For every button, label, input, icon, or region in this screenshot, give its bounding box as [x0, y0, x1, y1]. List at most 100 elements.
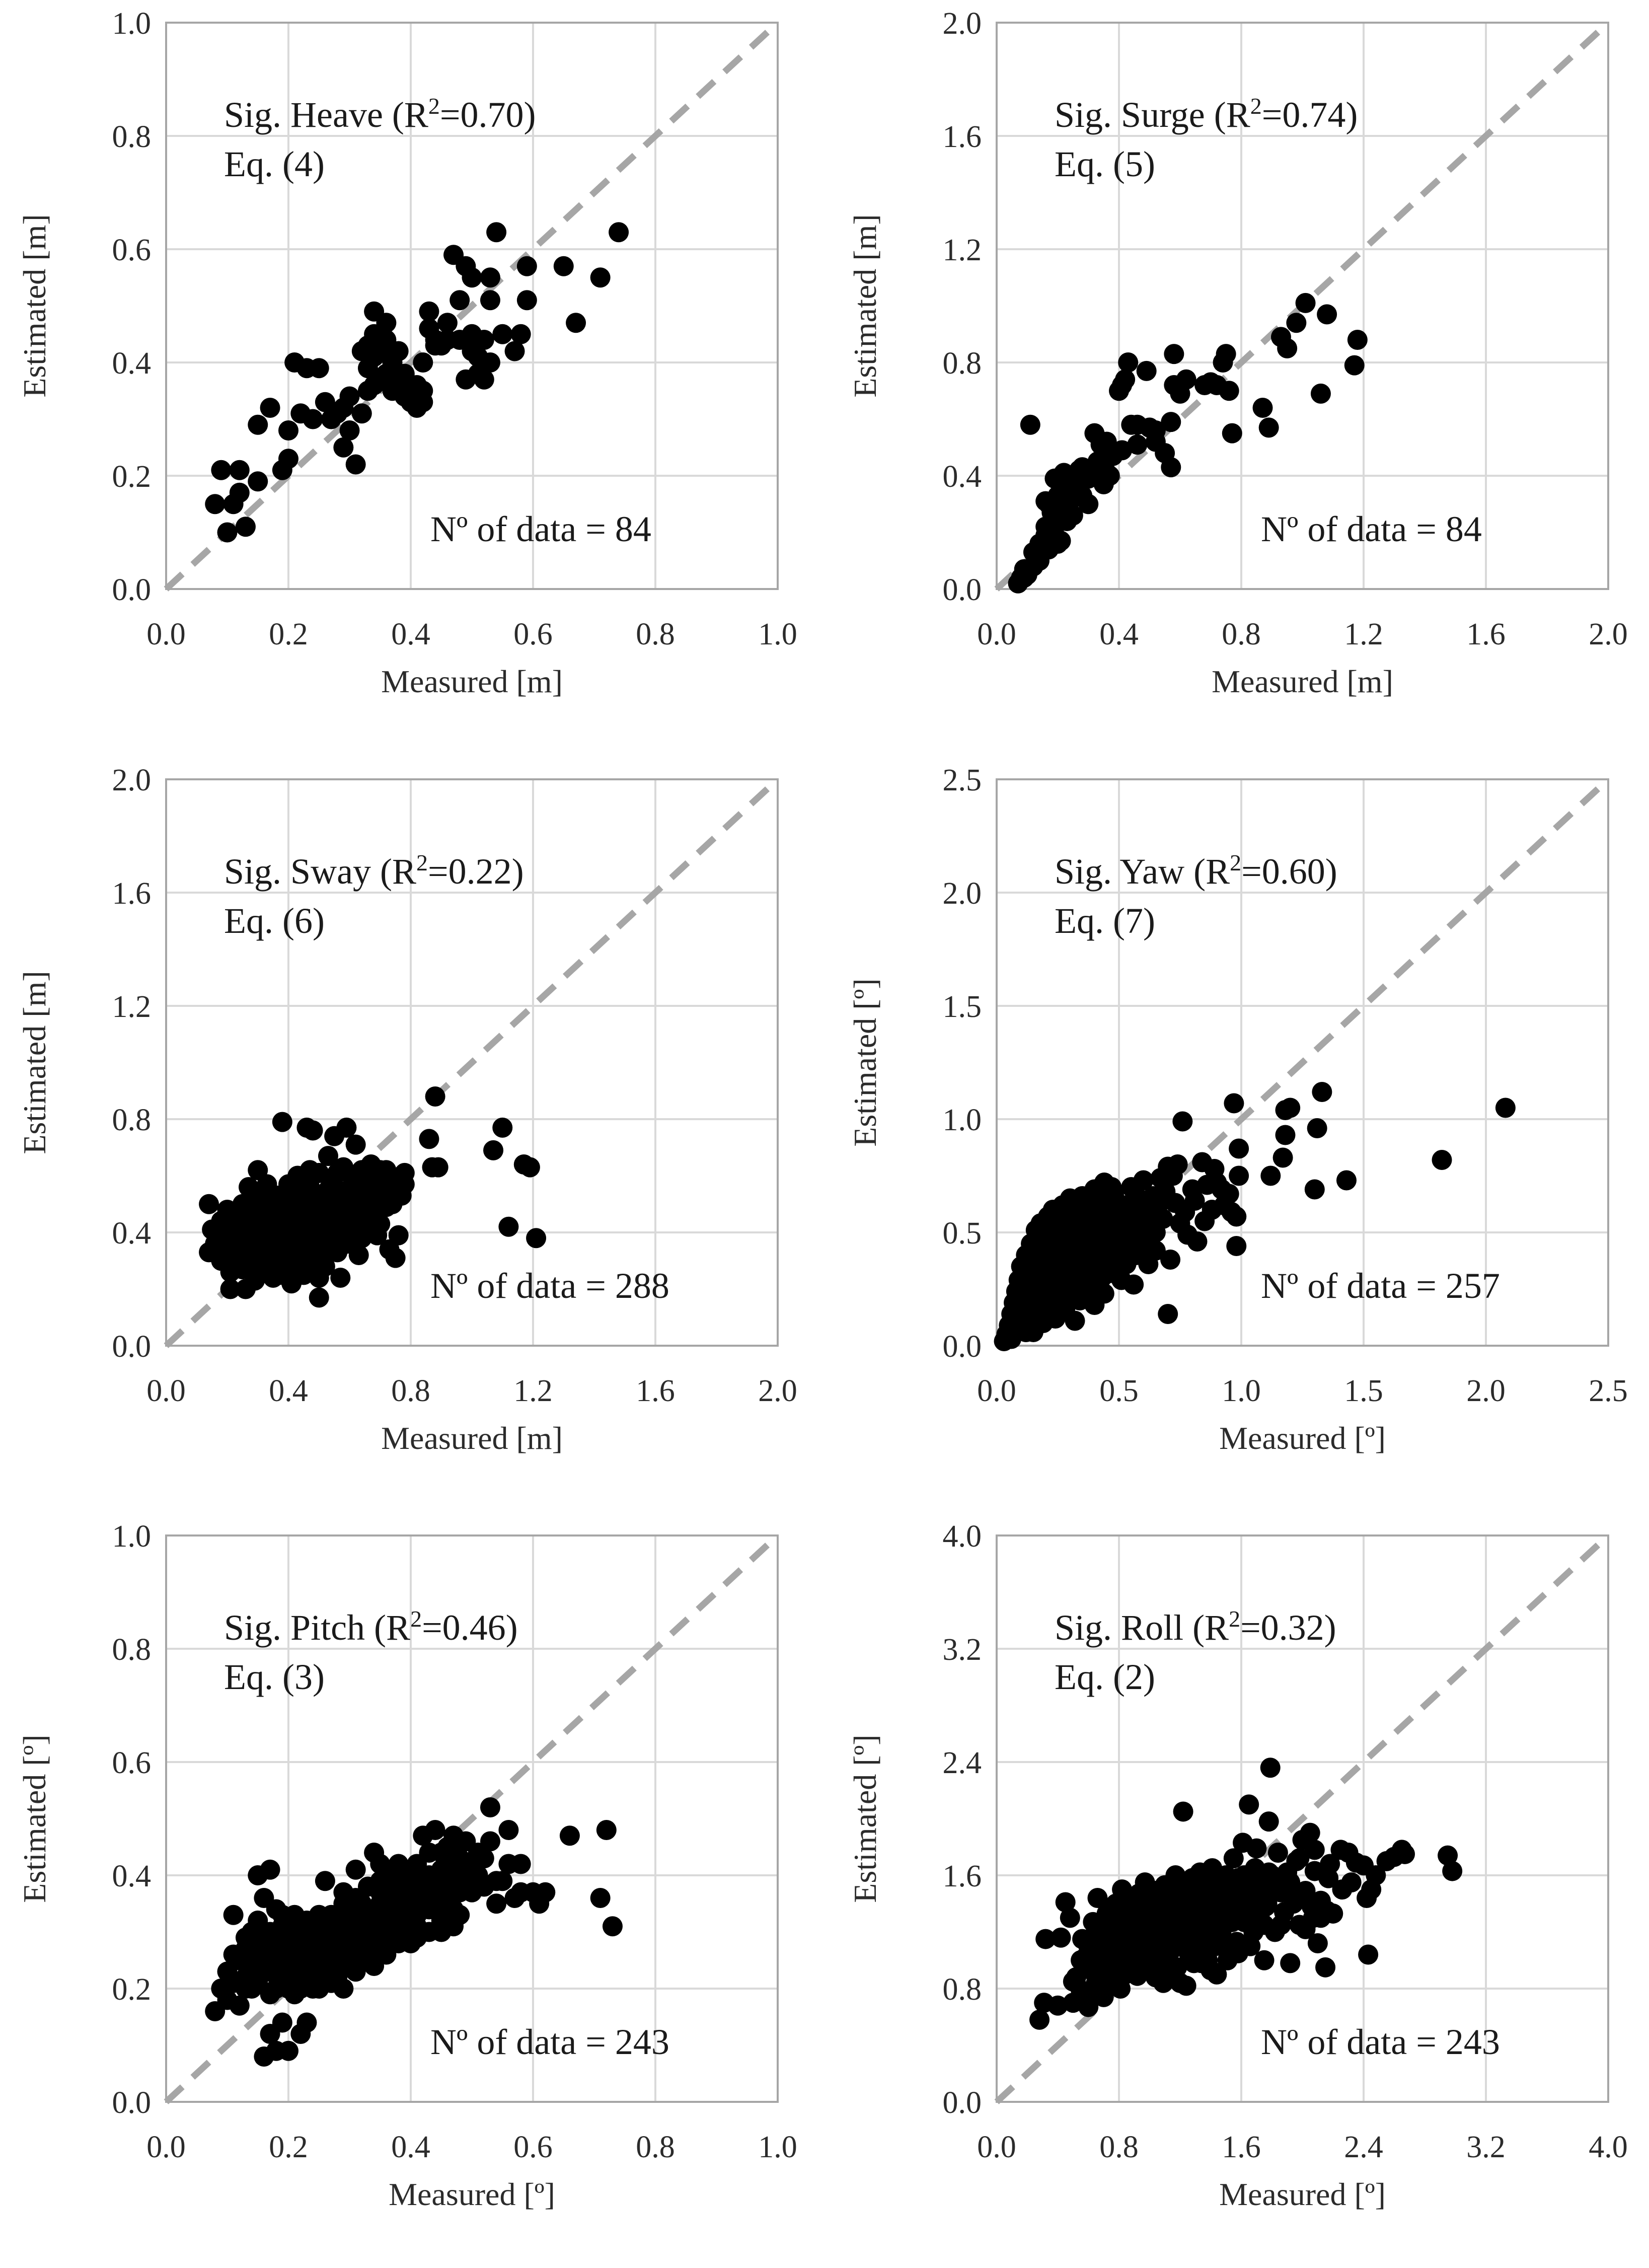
data-point: [1023, 1261, 1043, 1281]
y-axis-label: Estimated [º]: [847, 1734, 883, 1903]
data-point: [516, 290, 537, 311]
data-point: [1182, 1882, 1203, 1903]
data-point: [1260, 1758, 1281, 1778]
data-point: [419, 301, 439, 322]
data-point: [1307, 1118, 1327, 1138]
data-point: [590, 1888, 611, 1908]
data-point: [1026, 548, 1046, 568]
data-point: [1136, 1879, 1157, 1900]
data-point: [1053, 1229, 1073, 1250]
data-point: [1035, 1929, 1056, 1949]
x-tick-label: 0.8: [391, 1374, 430, 1408]
x-axis-label: Measured [m]: [1212, 664, 1393, 699]
data-point: [486, 1893, 507, 1914]
chart-title-prefix: Sig. Yaw (R: [1055, 851, 1230, 892]
data-point: [260, 1859, 280, 1880]
y-tick-label: 4.0: [943, 1519, 982, 1554]
data-point: [425, 1086, 445, 1107]
data-point: [324, 1225, 345, 1246]
data-point: [1112, 440, 1133, 461]
y-tick-label: 1.0: [112, 1519, 152, 1554]
reference-line-y-equals-x: [164, 1533, 780, 2104]
x-tick-label: 0.4: [269, 1374, 308, 1408]
data-point: [1201, 372, 1221, 393]
reference-line-y-equals-x: [994, 1533, 1611, 2104]
data-point: [1090, 434, 1111, 455]
data-point: [425, 335, 445, 356]
data-point: [1162, 1165, 1183, 1186]
data-point: [1173, 1801, 1193, 1822]
data-point: [345, 1859, 366, 1880]
x-tick-label: 1.0: [758, 617, 797, 651]
y-axis-label: Estimated [º]: [847, 978, 883, 1146]
data-point: [1442, 1861, 1463, 1881]
data-point: [1240, 1911, 1261, 1931]
data-point: [309, 1268, 329, 1288]
equation-label: Eq. (3): [224, 1657, 325, 1697]
data-point: [1219, 381, 1239, 401]
plot-border: [165, 778, 779, 1347]
y-tick-label: 0.6: [112, 233, 152, 267]
data-point: [1060, 491, 1080, 511]
data-point: [1182, 1936, 1203, 1956]
data-point: [248, 1230, 268, 1251]
data-point: [315, 1871, 335, 1891]
y-tick-label: 0.8: [112, 1633, 152, 1667]
data-point: [321, 1911, 342, 1931]
data-point: [229, 482, 250, 503]
data-point: [1260, 1165, 1281, 1186]
data-point: [1315, 1957, 1336, 1978]
data-point: [1275, 1125, 1296, 1145]
data-point: [1312, 1082, 1332, 1102]
data-point: [1258, 417, 1279, 438]
x-tick-label: 0.4: [1099, 617, 1139, 651]
data-point: [1213, 1879, 1233, 1900]
chart-title-superscript: 2: [416, 850, 428, 875]
y-tick-label: 1.5: [943, 990, 982, 1024]
data-point: [211, 460, 232, 480]
data-point: [1228, 1868, 1248, 1888]
data-point: [394, 1162, 415, 1183]
data-point: [296, 2012, 317, 2033]
data-point: [596, 1820, 617, 1840]
x-tick-label: 2.0: [758, 1374, 797, 1408]
data-point: [232, 1236, 253, 1257]
data-point: [275, 1230, 295, 1251]
data-point: [1118, 352, 1139, 373]
y-tick-label: 1.6: [943, 1859, 982, 1893]
data-point: [1267, 1843, 1288, 1863]
data-points: [1008, 292, 1368, 594]
data-point: [278, 449, 298, 469]
y-axis-label: Estimated [m]: [17, 214, 52, 397]
data-point: [480, 267, 500, 288]
plot-border: [996, 778, 1609, 1347]
data-point: [1347, 330, 1368, 350]
data-count-label: Nº of data = 243: [430, 2022, 669, 2062]
data-point: [510, 324, 531, 344]
chart-panel-3: 0.0 0.4 0.8 1.2 1.6 2.0 0.0 0.4 0.8 1.2 1.6 2.0 Meas…: [17, 763, 797, 1456]
y-tick-label: 1.6: [943, 120, 982, 154]
x-axis-label: Measured [º]: [389, 2176, 555, 2212]
data-point: [217, 522, 238, 543]
data-point: [1184, 1191, 1205, 1211]
data-point: [1101, 1195, 1122, 1215]
data-point: [498, 1820, 519, 1840]
y-tick-label: 0.2: [112, 460, 152, 494]
data-point: [1246, 1838, 1267, 1859]
data-point: [1099, 1970, 1120, 1991]
x-axis-label: Measured [m]: [381, 1420, 563, 1456]
data-point: [486, 1871, 507, 1891]
data-point: [566, 313, 586, 333]
y-tick-label: 1.0: [943, 1103, 982, 1137]
data-point: [510, 1854, 531, 1874]
data-point: [260, 1922, 280, 1942]
data-point: [1274, 1868, 1295, 1888]
data-point: [480, 290, 500, 311]
x-tick-label: 0.0: [146, 1374, 186, 1408]
data-point: [290, 1922, 311, 1942]
data-point: [1301, 1896, 1322, 1917]
data-point: [609, 222, 629, 243]
y-tick-label: 1.0: [112, 7, 152, 41]
data-point: [1204, 1159, 1225, 1179]
data-point: [1254, 1950, 1275, 1970]
